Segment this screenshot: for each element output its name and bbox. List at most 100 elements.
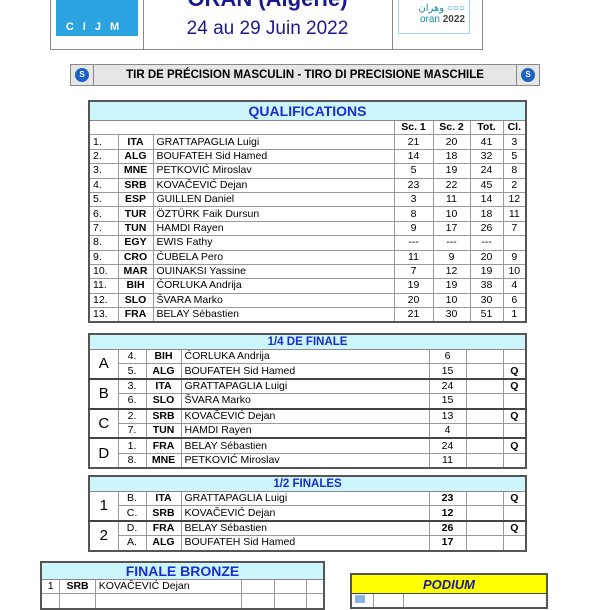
classification: 11	[502, 206, 527, 222]
total: ---	[469, 235, 504, 251]
semifinals-title: 1/2 FINALES	[88, 475, 527, 492]
col-total: Tot.	[469, 119, 504, 136]
total: 14	[469, 191, 504, 208]
country: BIH	[117, 278, 154, 294]
country: MAR	[117, 263, 154, 280]
country: ALG	[145, 535, 182, 552]
sport-badge-icon: S	[75, 68, 89, 82]
athlete-name: GRATTAPAGLIA Luigi	[180, 490, 430, 507]
athlete-name: KOVAČEVIĆ Dejan	[94, 578, 242, 595]
seed: 7.	[117, 422, 147, 439]
country: SRB	[145, 407, 182, 424]
classification: 2	[502, 177, 527, 193]
total: 32	[469, 148, 504, 165]
total: 24	[469, 163, 504, 179]
table-row: 1 SRB KOVAČEVIĆ Dejan	[40, 578, 325, 595]
table-row: C. SRB KOVAČEVIĆ Dejan 12	[89, 505, 527, 522]
classification: 7	[502, 220, 527, 237]
total: 51	[469, 307, 504, 323]
quarterfinals-title: 1/4 DE FINALE	[88, 333, 527, 350]
athlete-name: OUINAKSI Yassine	[152, 263, 395, 280]
qualifications-title: QUALIFICATIONS	[88, 100, 527, 121]
score-2: 9	[432, 249, 471, 265]
classification: 4	[502, 278, 527, 294]
athlete-name: ĆORLUKA Andrija	[152, 278, 395, 294]
score-2: 10	[432, 292, 471, 309]
score-2: 11	[432, 191, 471, 208]
bronze-title: FINALE BRONZE	[40, 561, 325, 580]
score-1: 23	[393, 177, 434, 193]
rank: 1	[40, 578, 61, 595]
score: 15	[428, 363, 467, 380]
table-row: 2 D. FRA BELAY Sébastien 26 Q	[88, 519, 527, 552]
score-2: 30	[432, 307, 471, 323]
table-row: 9. CRO ĆUBELA Pero 11 9 20 9	[88, 249, 527, 265]
country: BIH	[145, 348, 182, 365]
rank: 3.	[88, 163, 119, 179]
classification: 6	[502, 292, 527, 309]
table-row: 1 B. ITA GRATTAPAGLIA Luigi 23 Q	[88, 490, 527, 522]
athlete-name: BELAY Sébastien	[180, 519, 430, 537]
event-dates: 24 au 29 Juin 2022	[186, 18, 349, 39]
col-rank: Cl.	[502, 119, 527, 136]
score-2: ---	[432, 235, 471, 251]
country: ITA	[145, 377, 182, 395]
score: 17	[428, 535, 467, 552]
athlete-name: KOVAČEVIĆ Dejan	[180, 407, 430, 424]
rank: 6.	[88, 206, 119, 222]
table-row: 7. TUN HAMDI Rayen 4	[89, 422, 527, 439]
group-label: A	[88, 348, 119, 380]
total: 41	[469, 134, 504, 150]
table-row: 2. ALG BOUFATEH Sid Hamed 14 18 32 5	[88, 148, 527, 165]
rank: 1.	[88, 134, 119, 150]
score: 13	[428, 407, 467, 424]
qualified-mark: Q	[502, 407, 527, 424]
country: FRA	[145, 437, 182, 454]
country: SRB	[145, 505, 182, 522]
seed: 2.	[117, 407, 147, 424]
qualified-mark: Q	[502, 519, 527, 537]
empty-cell	[465, 377, 504, 395]
seed: B.	[117, 490, 147, 507]
score-1: 21	[393, 134, 434, 150]
athlete-name: BELAY Sébastien	[180, 437, 430, 454]
score-2: 18	[432, 148, 471, 165]
country: CRO	[117, 249, 154, 265]
empty-cell	[465, 393, 504, 410]
country: TUR	[117, 206, 154, 222]
country: ALG	[145, 363, 182, 380]
score-1: 7	[393, 263, 434, 280]
classification: 12	[502, 191, 527, 208]
total: 18	[469, 206, 504, 222]
rank: 7.	[88, 220, 119, 237]
classification: 5	[502, 148, 527, 165]
table-row: 6. TUR ÖZTÜRK Faik Dursun 8 10 18 11	[88, 206, 527, 222]
qualified-mark	[502, 348, 527, 365]
classification: 10	[502, 263, 527, 280]
total: 19	[469, 263, 504, 280]
score: 24	[428, 377, 467, 395]
table-row: A 4. BIH ĆORLUKA Andrija 6	[88, 348, 527, 380]
athlete-name: HAMDI Rayen	[180, 422, 430, 439]
seed: 4.	[117, 348, 147, 365]
table-row: D 1. FRA BELAY Sébastien 24 Q	[88, 437, 527, 469]
rank: 13.	[88, 307, 119, 323]
score: 15	[428, 393, 467, 410]
column-header-row: Sc. 1 Sc. 2 Tot. Cl.	[88, 119, 527, 136]
sport-badge-icon: S	[521, 68, 535, 82]
qualified-mark	[502, 452, 527, 469]
athlete-name: PETKOVIĆ Miroslav	[152, 163, 395, 179]
score: 26	[428, 519, 467, 537]
athlete-name: BOUFATEH Sid Hamed	[180, 535, 430, 552]
seed: 3.	[117, 377, 147, 395]
qualified-mark	[502, 535, 527, 552]
table-row: 10. MAR OUINAKSI Yassine 7 12 19 10	[88, 263, 527, 280]
score-1: ---	[393, 235, 434, 251]
country: SLO	[145, 393, 182, 410]
rank: 10.	[88, 263, 119, 280]
athlete-name: ŠVARA Marko	[180, 393, 430, 410]
qualified-mark	[502, 393, 527, 410]
classification: 1	[502, 307, 527, 323]
athlete-name: GRATTAPAGLIA Luigi	[152, 134, 395, 150]
classification: 8	[502, 163, 527, 179]
